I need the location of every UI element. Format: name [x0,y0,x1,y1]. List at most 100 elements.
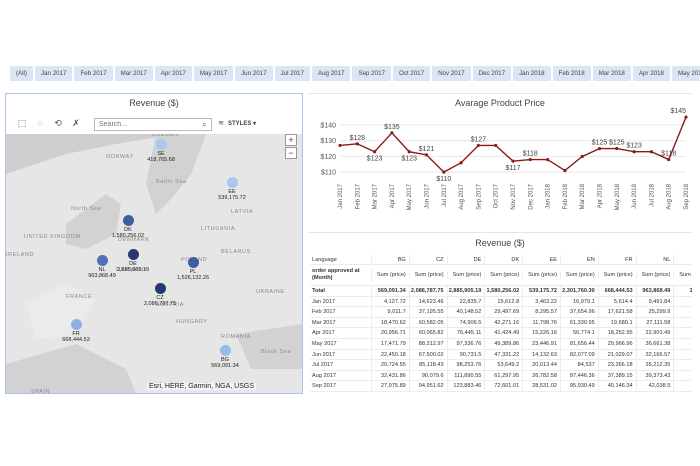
price-point[interactable] [494,143,498,148]
filter-chip[interactable]: Jan 2018 [513,66,551,81]
filter-chip[interactable]: Apr 2018 [632,66,670,81]
filter-chip[interactable]: Mar 2017 [114,66,153,81]
map-canvas[interactable]: SWEDEN NORWAY North Sea DENMARK UNITED KINGD… [6,134,302,393]
table-cell: 111,890.55 [448,370,486,381]
zoom-in-button[interactable]: + [285,134,297,146]
filter-chip[interactable]: May 2018 [671,66,700,81]
price-point[interactable] [615,146,619,151]
x-tick-label: Apr 2017 [390,183,396,208]
column-header[interactable]: FR [599,255,637,264]
filter-chip[interactable]: (All) [10,66,33,81]
column-header[interactable]: EN [561,255,599,264]
map-search-input[interactable] [94,118,212,131]
price-point[interactable] [563,168,567,173]
price-point[interactable] [338,143,342,148]
filter-chip[interactable]: Jun 2017 [235,66,273,81]
filter-chip[interactable]: Feb 2018 [552,66,591,81]
table-row[interactable]: Jun 2017 22,450.18 67,500.02 90,731.5 47,331… [310,349,692,361]
map-point-label: DK 1,580,256.02 [112,227,144,239]
table-row[interactable]: Sep 2017 27,975.89 94,951.62 123,883.46 72,6… [310,381,692,392]
price-point[interactable] [476,143,480,148]
map-point-label: EE 539,175.72 [218,189,246,201]
table-row[interactable]: Jan 2017 4,127.72 14,623.46 22,835.7 15,612.… [310,296,692,308]
search-icon[interactable]: ⌕ [202,120,207,129]
price-point[interactable] [684,115,688,119]
column-header[interactable]: BG [372,255,410,264]
price-point[interactable] [667,157,671,162]
filter-chip[interactable]: Jul 2017 [274,66,310,81]
table-cell: 87,446.36 [561,370,599,381]
table-cell: 94,951.62 [410,381,448,391]
price-point[interactable] [632,150,636,154]
map-point-fr[interactable] [71,319,82,330]
map-point-se[interactable] [156,139,167,150]
price-point[interactable] [649,150,653,154]
table-row[interactable]: Jul 2017 20,724.55 85,118.43 98,253.76 53,64… [310,360,692,371]
filter-chip[interactable]: Apr 2017 [154,66,192,81]
price-chart-panel: Avarage Product Price $110 $120 $130 $140 Ja… [308,93,692,227]
filter-chip[interactable]: Feb 2017 [74,66,113,81]
price-point[interactable] [546,157,550,162]
table-row[interactable]: Apr 2017 20,956.71 60,065.82 76,445.11 41,42… [310,328,692,339]
map-point-nl[interactable] [97,255,108,266]
map-toolbar: ⬚ ◌ ⟲ ✗ ⌕ ≋ STYLES ▾ [6,116,302,134]
price-point[interactable] [511,159,515,163]
table-row[interactable]: Mar 2017 18,470.62 60,582.05 74,906.5 42,271… [310,317,692,329]
map-point-ee[interactable] [227,177,238,188]
column-header[interactable]: DE [448,255,486,264]
styles-dropdown[interactable]: STYLES ▾ [220,120,256,127]
column-header[interactable]: DK [485,255,524,264]
map-point-bg[interactable] [220,345,231,356]
map-point-pl[interactable] [188,257,199,268]
zoom-out-button[interactable]: − [285,147,297,159]
price-point[interactable] [390,131,394,135]
filter-chip[interactable]: May 2017 [193,66,234,81]
table-row[interactable]: May 2017 17,471.79 88,312.97 97,336.76 49,38… [310,338,692,350]
total-cell: 1,580,256.02 [485,286,524,296]
map-point-de[interactable] [128,249,139,260]
filter-chip[interactable]: Oct 2017 [392,66,431,81]
map-label: BELARUS [221,249,251,255]
map-point-cz[interactable] [155,283,166,294]
price-point[interactable] [459,161,463,165]
total-cell: 2,885,905.19 [448,286,486,296]
map-label: DENMARK [118,237,150,243]
price-point[interactable] [442,170,446,174]
column-header[interactable]: NL [637,255,675,264]
price-point[interactable] [597,146,602,151]
y-tick-label: $140 [320,123,336,130]
price-point[interactable] [580,154,584,159]
x-tick-label: Mar 2017 [373,183,379,209]
column-header[interactable]: CZ [410,255,448,264]
measure-header: Sum (price) [599,271,637,279]
price-point[interactable] [373,150,377,154]
filter-chip[interactable]: Sep 2017 [352,66,391,81]
total-cell: 1,526,1 [674,286,693,296]
rectangle-select-icon[interactable]: ⬚ [17,118,27,128]
map-point-dk[interactable] [123,215,134,226]
row-month: Feb 2017 [310,307,372,317]
table-cell: 60,065.82 [410,328,448,338]
price-point[interactable] [528,157,532,162]
map-label: AUSTRIA [156,302,185,308]
filter-chip[interactable]: Jan 2017 [35,66,73,81]
table-cell: 21,029.07 [599,349,637,360]
price-point[interactable] [424,153,429,157]
filter-chip[interactable]: Aug 2017 [311,66,351,81]
total-cell: 2,086,787.75 [410,286,448,296]
table-cell: 47,331.22 [485,349,524,360]
filter-chip[interactable]: Mar 2018 [592,66,631,81]
price-point[interactable] [407,150,411,154]
row-month: Aug 2017 [310,370,372,381]
table-row[interactable]: Aug 2017 32,431.86 90,079.6 111,890.55 61,29… [310,370,692,382]
lasso-select-icon[interactable]: ⟲ [54,118,62,128]
filter-chip[interactable]: Dec 2017 [472,66,512,81]
column-header[interactable]: EE [523,255,561,264]
filter-chip[interactable]: Nov 2017 [432,66,471,81]
table-row[interactable]: Feb 2017 9,011.7 37,195.55 40,148.52 29,497.… [310,307,692,318]
clear-selection-icon[interactable]: ✗ [72,118,80,128]
x-tick-label: Feb 2018 [563,183,569,209]
price-point[interactable] [355,142,359,146]
circle-select-icon[interactable]: ◌ [37,118,43,128]
column-header[interactable]: PL [674,255,692,264]
